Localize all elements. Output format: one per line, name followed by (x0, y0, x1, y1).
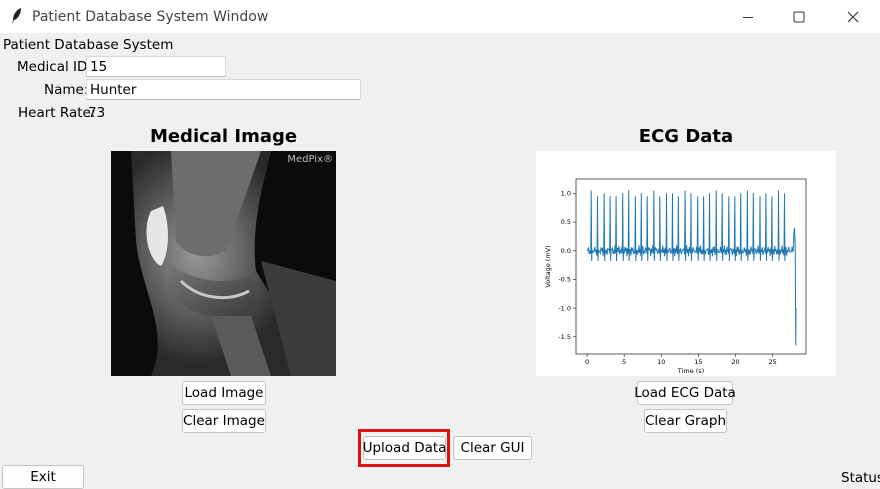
medical-image: MedPix® (111, 151, 336, 376)
ecg-x-axis-label: Time (s) (677, 367, 704, 375)
x-tick-label: 10 (657, 358, 665, 366)
x-tick-label: 25 (768, 358, 776, 366)
close-icon (847, 11, 859, 22)
ecg-data-title: ECG Data (638, 126, 734, 147)
status-label: Status (841, 470, 880, 486)
maximize-icon (793, 11, 805, 22)
ecg-plot-frame (575, 178, 807, 355)
clear-graph-button[interactable]: Clear Graph (644, 409, 727, 433)
maximize-button[interactable] (776, 0, 822, 33)
name-label: Name: (44, 82, 89, 98)
y-tick-label: -0.5 (558, 276, 571, 284)
title-bar: Patient Database System Window (0, 0, 880, 33)
ecg-chart: 0 5 10 15 20 25 1.0 0.5 0.0 -0.5 -1.0 -1.5 Time (s)… (536, 151, 836, 376)
clear-gui-button[interactable]: Clear GUI (453, 436, 532, 460)
exit-button[interactable]: Exit (2, 465, 84, 489)
load-image-button[interactable]: Load Image (182, 381, 266, 405)
ecg-plot: 0 5 10 15 20 25 1.0 0.5 0.0 -0.5 -1.0 -1.5 Time (s)… (544, 178, 807, 375)
upload-data-highlight (358, 429, 450, 467)
y-tick-label: 0.0 (561, 247, 571, 255)
ecg-series-line (586, 190, 797, 346)
x-tick-label: 15 (694, 358, 702, 366)
y-tick-label: 0.5 (561, 218, 571, 226)
y-tick-label: 1.0 (561, 190, 571, 198)
feather-icon (12, 8, 21, 24)
upload-data-button[interactable]: Upload Data (363, 436, 446, 460)
load-ecg-button[interactable]: Load ECG Data (634, 381, 736, 405)
medical-id-label: Medical ID: (17, 59, 92, 75)
medpix-watermark: MedPix® (287, 154, 333, 165)
knee-mri-image: MedPix® (111, 151, 336, 376)
medical-image-title: Medical Image (149, 126, 298, 147)
x-tick-label: 0 (585, 358, 589, 366)
y-tick-label: -1.0 (558, 304, 571, 312)
minimize-icon (743, 16, 753, 18)
medical-id-input[interactable]: 15 (86, 56, 226, 77)
minimize-button[interactable] (725, 0, 771, 33)
x-tick-label: 5 (622, 358, 626, 366)
y-tick-label: -1.5 (558, 333, 571, 341)
heart-rate-label: Heart Rate: (18, 105, 96, 121)
name-input[interactable]: Hunter (86, 79, 361, 100)
close-button[interactable] (830, 0, 876, 33)
app-header: Patient Database System (3, 37, 174, 53)
clear-image-button[interactable]: Clear Image (182, 409, 266, 433)
x-tick-label: 20 (731, 358, 739, 366)
heart-rate-value: 73 (88, 105, 106, 121)
window-title: Patient Database System Window (32, 9, 269, 25)
ecg-y-axis-label: Voltage (mV) (544, 245, 552, 287)
